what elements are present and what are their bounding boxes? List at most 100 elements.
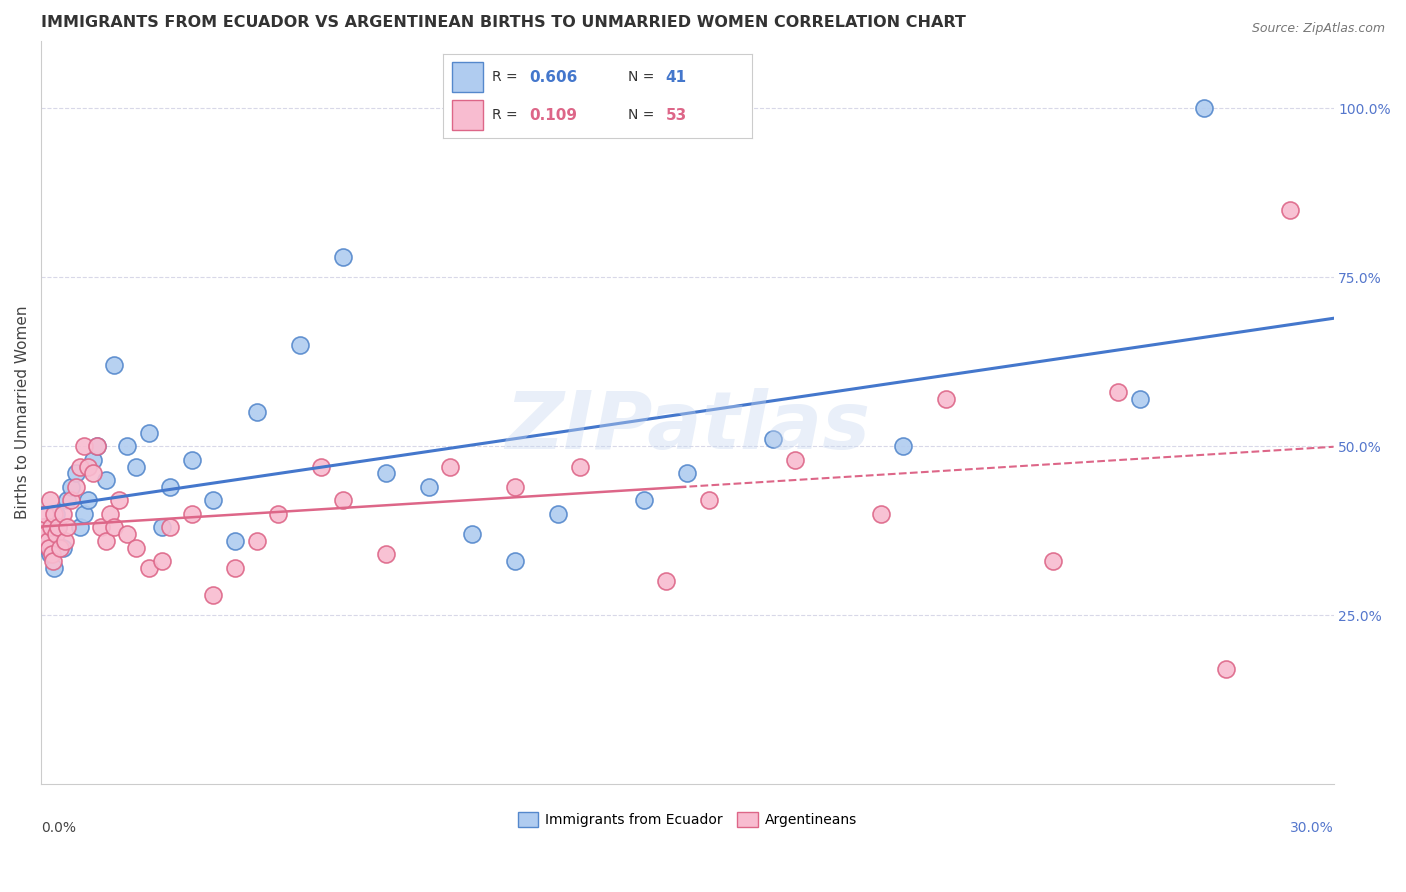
Point bbox=[1279, 202, 1302, 217]
Point bbox=[42, 554, 65, 568]
Point bbox=[1129, 392, 1152, 406]
Point bbox=[870, 507, 893, 521]
Point bbox=[267, 507, 290, 521]
Point bbox=[117, 527, 139, 541]
Point bbox=[42, 561, 65, 575]
Point bbox=[45, 507, 67, 521]
Point bbox=[34, 507, 56, 521]
Point bbox=[159, 520, 181, 534]
Point bbox=[69, 459, 91, 474]
Text: 30.0%: 30.0% bbox=[1289, 822, 1333, 835]
Point bbox=[90, 520, 112, 534]
Point bbox=[180, 452, 202, 467]
Point bbox=[41, 533, 63, 548]
Point bbox=[98, 507, 121, 521]
Point bbox=[60, 480, 83, 494]
Point bbox=[52, 507, 75, 521]
Point bbox=[245, 533, 267, 548]
Text: N =: N = bbox=[628, 70, 659, 84]
Point bbox=[32, 520, 55, 534]
Point bbox=[38, 541, 60, 555]
Point bbox=[73, 439, 96, 453]
Point bbox=[224, 533, 246, 548]
Point bbox=[86, 439, 108, 453]
Point bbox=[42, 507, 65, 521]
Point bbox=[697, 493, 720, 508]
Text: ZIPatlas: ZIPatlas bbox=[505, 388, 870, 467]
Text: N =: N = bbox=[628, 109, 659, 122]
Point bbox=[633, 493, 655, 508]
Text: 0.0%: 0.0% bbox=[41, 822, 76, 835]
Point bbox=[418, 480, 440, 494]
Point bbox=[77, 493, 100, 508]
Point bbox=[37, 541, 59, 555]
Point bbox=[309, 459, 332, 474]
Point bbox=[655, 574, 678, 589]
Point bbox=[41, 547, 63, 561]
Point bbox=[224, 561, 246, 575]
Point bbox=[202, 588, 225, 602]
Point bbox=[86, 439, 108, 453]
Point bbox=[94, 473, 117, 487]
Point bbox=[159, 480, 181, 494]
Text: R =: R = bbox=[492, 70, 523, 84]
Point bbox=[568, 459, 591, 474]
Point bbox=[332, 250, 354, 264]
Point bbox=[150, 554, 173, 568]
Point bbox=[46, 520, 69, 534]
Point bbox=[503, 554, 526, 568]
Point bbox=[117, 439, 139, 453]
Point bbox=[547, 507, 569, 521]
Text: 53: 53 bbox=[665, 108, 688, 123]
Point bbox=[439, 459, 461, 474]
Point bbox=[676, 467, 699, 481]
Point bbox=[1042, 554, 1064, 568]
Point bbox=[1194, 102, 1216, 116]
Point bbox=[65, 467, 87, 481]
Point bbox=[52, 541, 75, 555]
Point bbox=[94, 533, 117, 548]
Point bbox=[1107, 385, 1129, 400]
Point bbox=[374, 547, 396, 561]
Point bbox=[150, 520, 173, 534]
Point bbox=[38, 547, 60, 561]
Y-axis label: Births to Unmarried Women: Births to Unmarried Women bbox=[15, 306, 30, 519]
Point bbox=[332, 493, 354, 508]
Point bbox=[35, 527, 58, 541]
Point bbox=[38, 493, 60, 508]
Point bbox=[56, 493, 79, 508]
Point bbox=[53, 533, 76, 548]
Point bbox=[37, 533, 59, 548]
Point bbox=[1215, 662, 1237, 676]
Point bbox=[891, 439, 914, 453]
Point bbox=[503, 480, 526, 494]
Point bbox=[245, 405, 267, 419]
Legend: Immigrants from Ecuador, Argentineans: Immigrants from Ecuador, Argentineans bbox=[512, 807, 862, 833]
Point bbox=[461, 527, 484, 541]
Point bbox=[125, 459, 148, 474]
Text: IMMIGRANTS FROM ECUADOR VS ARGENTINEAN BIRTHS TO UNMARRIED WOMEN CORRELATION CHA: IMMIGRANTS FROM ECUADOR VS ARGENTINEAN B… bbox=[41, 15, 966, 30]
Point bbox=[69, 520, 91, 534]
Text: Source: ZipAtlas.com: Source: ZipAtlas.com bbox=[1251, 22, 1385, 36]
Point bbox=[180, 507, 202, 521]
Point bbox=[34, 520, 56, 534]
Point bbox=[45, 527, 67, 541]
Point bbox=[82, 467, 104, 481]
Point bbox=[138, 425, 160, 440]
Text: R =: R = bbox=[492, 109, 523, 122]
Point bbox=[82, 452, 104, 467]
Point bbox=[60, 493, 83, 508]
Point bbox=[107, 493, 129, 508]
Point bbox=[56, 520, 79, 534]
Text: 41: 41 bbox=[665, 70, 686, 85]
Point bbox=[202, 493, 225, 508]
Point bbox=[46, 520, 69, 534]
Point bbox=[783, 452, 806, 467]
Text: 0.109: 0.109 bbox=[530, 108, 578, 123]
Point bbox=[138, 561, 160, 575]
Point bbox=[77, 459, 100, 474]
Point bbox=[65, 480, 87, 494]
Point bbox=[125, 541, 148, 555]
Point bbox=[32, 527, 55, 541]
Point bbox=[288, 338, 311, 352]
